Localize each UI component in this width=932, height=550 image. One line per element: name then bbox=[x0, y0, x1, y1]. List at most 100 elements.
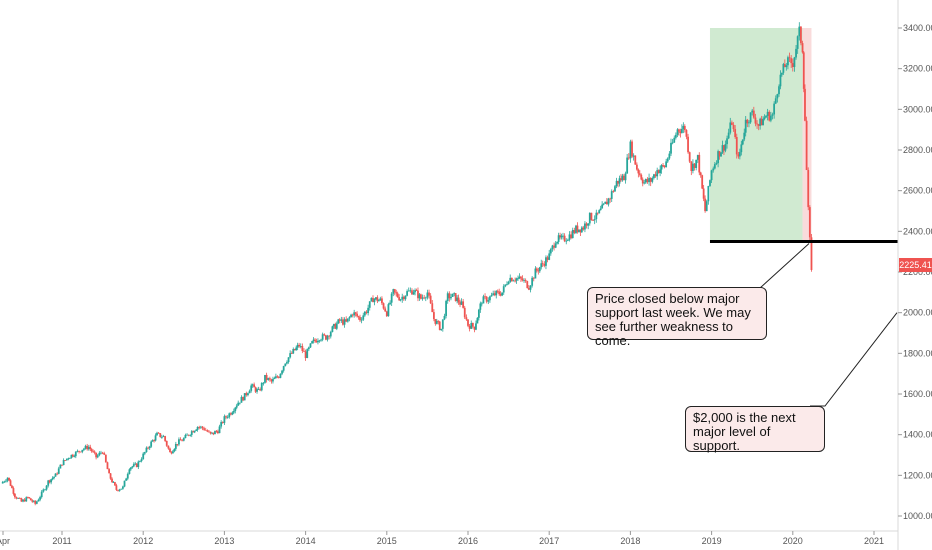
candle-body bbox=[526, 281, 529, 289]
candle-body bbox=[570, 234, 573, 239]
candle-body bbox=[367, 307, 370, 314]
candle-body bbox=[165, 440, 168, 446]
candle-body bbox=[125, 478, 128, 481]
candle-body bbox=[20, 498, 23, 502]
candle-body bbox=[93, 451, 96, 453]
candle-body bbox=[793, 57, 796, 68]
candle-body bbox=[460, 301, 463, 305]
candle-body bbox=[415, 290, 418, 291]
candle-body bbox=[685, 130, 688, 137]
candle-body bbox=[423, 297, 426, 299]
candle-body bbox=[738, 152, 741, 157]
candle-body bbox=[631, 141, 633, 157]
candle-body bbox=[290, 353, 293, 354]
candle-body bbox=[479, 303, 482, 310]
candle-body bbox=[295, 347, 298, 351]
candle-body bbox=[71, 454, 74, 457]
candle-body bbox=[268, 378, 271, 380]
x-tick-label: 2015 bbox=[377, 536, 397, 546]
x-tick-label: Apr bbox=[0, 536, 10, 546]
candle-body bbox=[621, 175, 624, 181]
candle-body bbox=[727, 132, 730, 139]
candle-body bbox=[605, 201, 608, 205]
candle-body bbox=[590, 212, 593, 220]
candle-body bbox=[118, 489, 121, 491]
candle-body bbox=[435, 320, 438, 324]
candle-body bbox=[678, 129, 680, 132]
candle-body bbox=[463, 307, 466, 318]
candle-body bbox=[11, 485, 13, 489]
candle-body bbox=[723, 145, 725, 151]
candle-body bbox=[800, 26, 802, 44]
candle-body bbox=[571, 230, 574, 239]
y-tick-label: 3400.00 bbox=[903, 23, 932, 33]
candle-body bbox=[354, 312, 357, 314]
candle-body bbox=[506, 284, 508, 285]
candle-body bbox=[768, 111, 771, 121]
candle-body bbox=[717, 151, 719, 164]
candle-body bbox=[587, 223, 590, 226]
candle-body bbox=[467, 319, 469, 326]
candle-body bbox=[79, 451, 82, 453]
x-tick-label: 2016 bbox=[458, 536, 478, 546]
candle-body bbox=[699, 172, 702, 176]
candle-body bbox=[457, 297, 460, 303]
candle-body bbox=[25, 497, 28, 502]
candle-body bbox=[193, 430, 196, 433]
candle-body bbox=[741, 139, 744, 145]
candle-body bbox=[554, 243, 557, 248]
candle-body bbox=[142, 453, 145, 460]
candle-body bbox=[471, 323, 474, 327]
candle-body bbox=[96, 455, 99, 458]
candle-body bbox=[326, 335, 329, 340]
candle-body bbox=[426, 292, 429, 298]
candle-body bbox=[468, 325, 471, 329]
candle-body bbox=[284, 363, 287, 367]
candle-body bbox=[109, 473, 112, 479]
candle-body bbox=[453, 293, 456, 294]
candle-body bbox=[701, 175, 704, 189]
candle-body bbox=[67, 458, 70, 460]
candle-body bbox=[147, 447, 149, 449]
candle-body bbox=[679, 131, 682, 133]
candle-body bbox=[238, 402, 241, 404]
candle-body bbox=[328, 335, 331, 337]
candle-body bbox=[798, 26, 801, 37]
candle-body bbox=[157, 432, 160, 434]
candle-body bbox=[646, 179, 649, 183]
candle-body bbox=[752, 110, 755, 118]
candle-body bbox=[393, 289, 396, 293]
candle-body bbox=[541, 263, 544, 265]
candle-body bbox=[576, 225, 579, 232]
candle-body bbox=[363, 311, 366, 316]
candle-body bbox=[135, 463, 138, 468]
candle-body bbox=[732, 124, 735, 130]
candle-body bbox=[657, 170, 660, 174]
candle-body bbox=[277, 377, 280, 378]
candle-body bbox=[100, 452, 102, 454]
candle-body bbox=[495, 290, 498, 296]
candle-body bbox=[740, 144, 743, 153]
candle-body bbox=[70, 454, 73, 458]
y-axis: 3400.00 3200.00 3000.00 2800.00 2600.00 2400.… bbox=[898, 23, 932, 521]
candle-body bbox=[746, 119, 749, 124]
candle-body bbox=[309, 343, 312, 348]
candle-body bbox=[757, 124, 760, 126]
candle-body bbox=[250, 385, 253, 391]
candle-body bbox=[111, 478, 113, 483]
candle-body bbox=[765, 115, 767, 118]
candle-body bbox=[402, 296, 405, 300]
candle-body bbox=[670, 142, 672, 154]
candle-body bbox=[807, 170, 810, 208]
candle-body bbox=[29, 498, 32, 501]
candle-body bbox=[785, 65, 788, 68]
candle-body bbox=[45, 485, 48, 490]
candle-body bbox=[265, 374, 268, 380]
candle-body bbox=[532, 277, 535, 279]
candle-body bbox=[332, 323, 335, 327]
highlight-zones bbox=[709, 28, 812, 242]
candle-body bbox=[662, 165, 664, 166]
candle-body bbox=[192, 431, 195, 433]
candle-body bbox=[279, 373, 282, 378]
candle-body bbox=[64, 460, 67, 461]
